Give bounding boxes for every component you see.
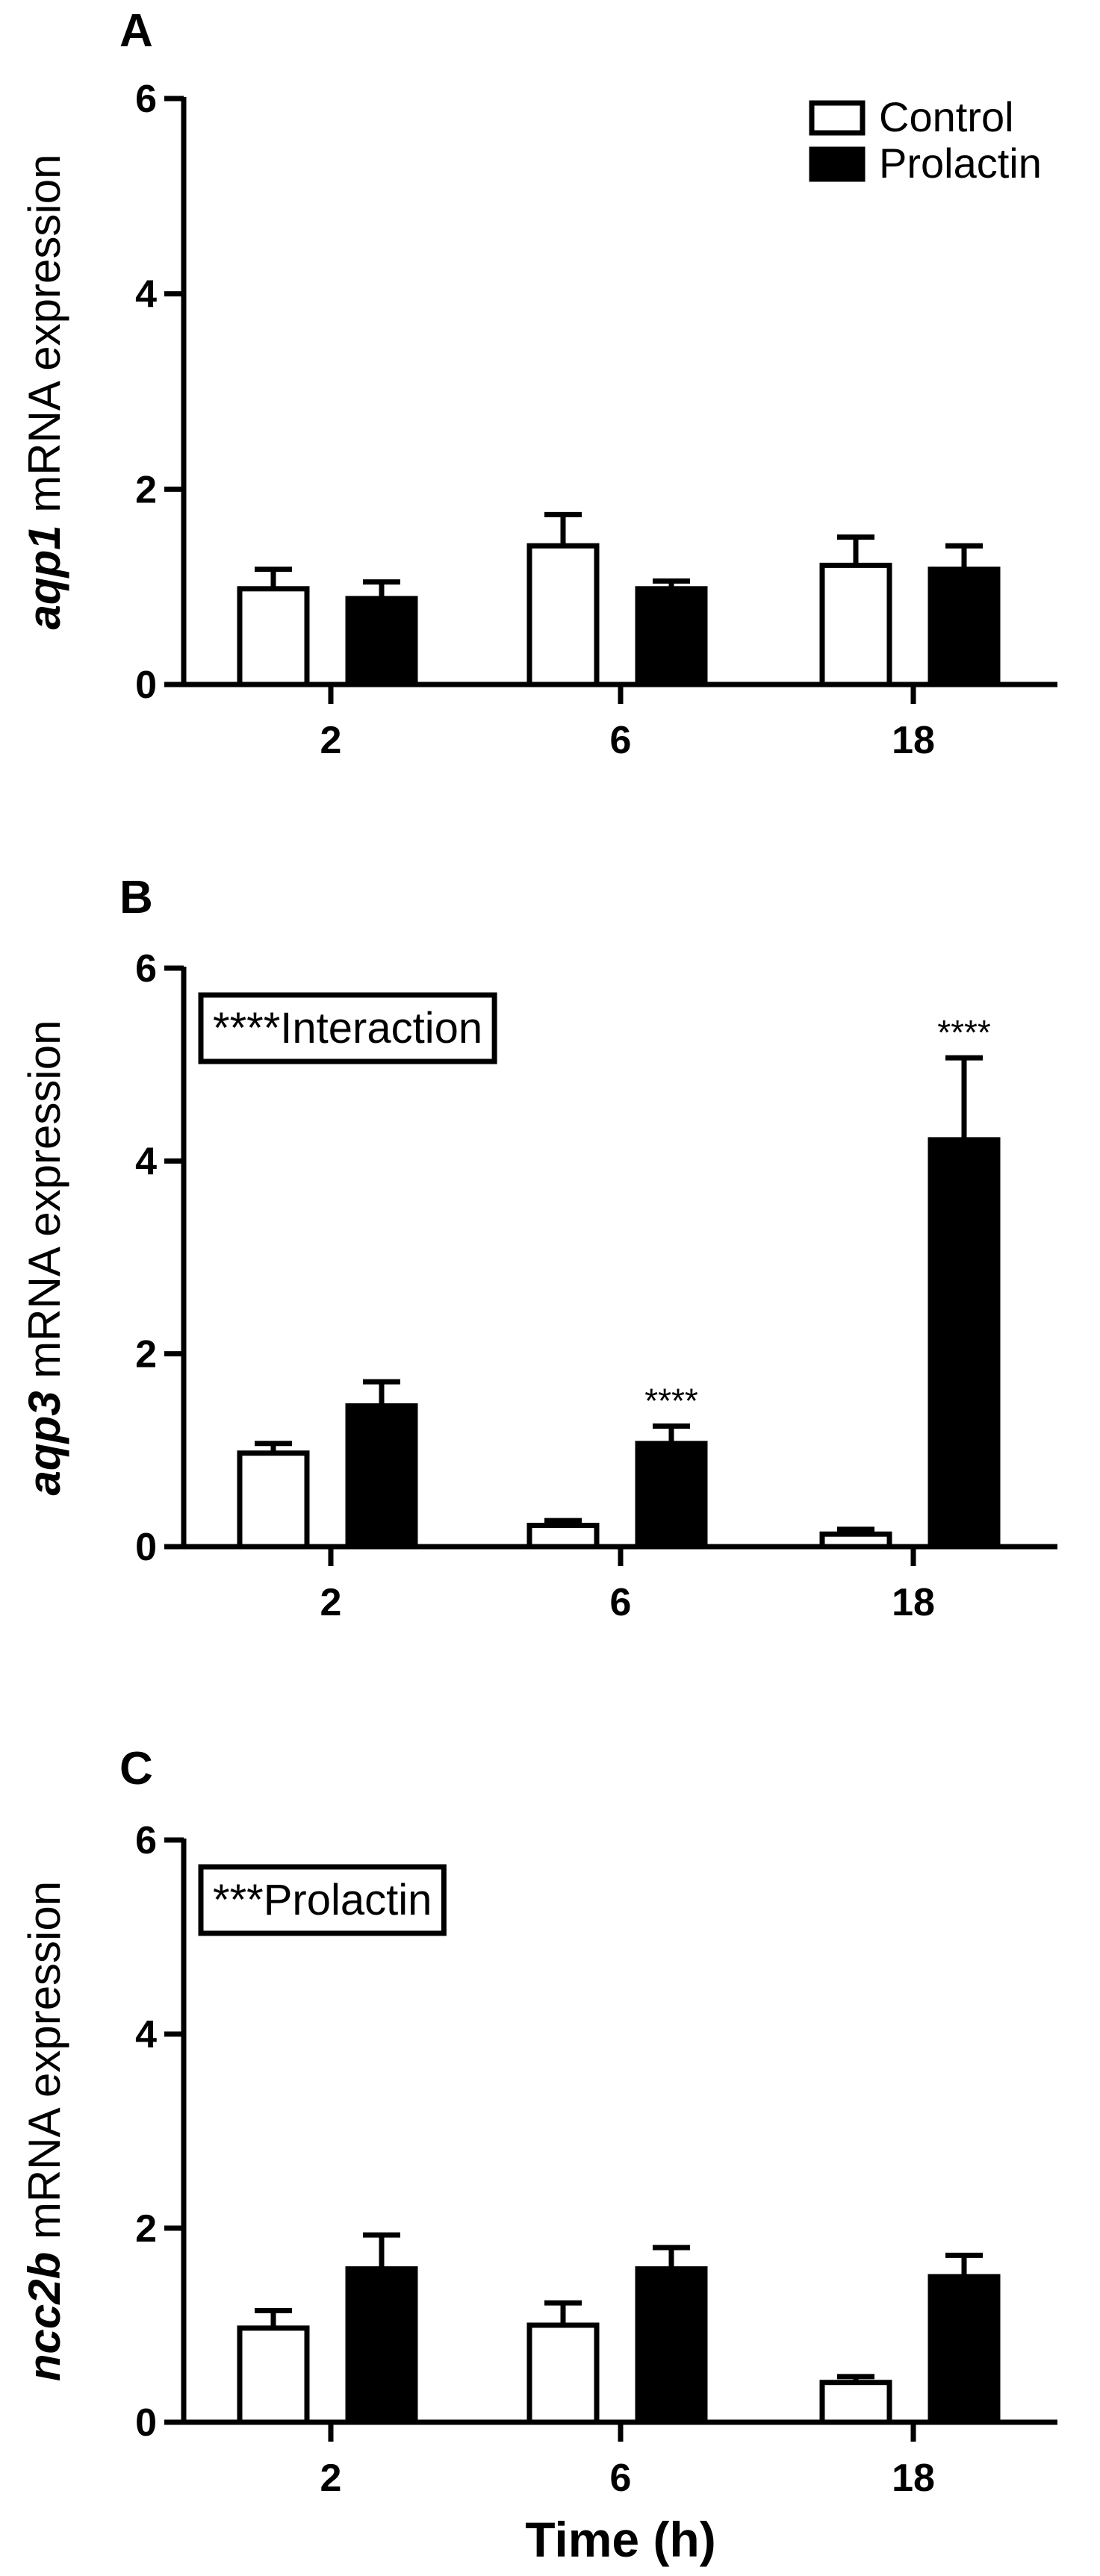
bar-control xyxy=(237,2325,310,2425)
legend-swatch-prolactin xyxy=(809,146,866,182)
y-axis-title-gene: aqp1 xyxy=(19,525,69,629)
annotation-text: ***Prolactin xyxy=(213,1876,432,1924)
y-tick-label: 6 xyxy=(135,1819,157,1862)
annotation-box: ****Interaction xyxy=(198,992,497,1064)
x-tick-label: 18 xyxy=(892,1581,935,1624)
y-tick-label: 6 xyxy=(135,947,157,991)
significance-label: **** xyxy=(644,1382,698,1420)
legend-label: Control xyxy=(879,93,1014,140)
y-axis-title: aqp1 mRNA expression xyxy=(19,155,69,630)
x-tick-label: 6 xyxy=(610,1581,632,1624)
bar-control xyxy=(819,562,892,687)
y-tick-label: 4 xyxy=(135,273,157,316)
y-tick-label: 2 xyxy=(135,468,157,511)
bar-prolactin xyxy=(635,2266,708,2425)
bar-prolactin xyxy=(635,586,708,687)
y-axis-title-rest: mRNA expression xyxy=(19,1881,69,2252)
bar-control xyxy=(526,1523,600,1550)
annotation-frame xyxy=(198,992,497,1064)
bar-control xyxy=(237,586,310,687)
bar-prolactin xyxy=(635,1441,708,1550)
y-tick-label: 0 xyxy=(135,2401,157,2445)
y-axis-title-rest: mRNA expression xyxy=(19,1020,69,1391)
bar-prolactin xyxy=(927,2274,1001,2425)
bar-prolactin xyxy=(345,1403,418,1550)
x-tick-label: 2 xyxy=(320,1581,342,1624)
x-tick-label: 6 xyxy=(610,719,632,762)
bar-prolactin xyxy=(345,2266,418,2425)
y-axis-title-gene: ncc2b xyxy=(19,2252,69,2381)
y-tick-label: 2 xyxy=(135,1333,157,1376)
y-tick-label: 2 xyxy=(135,2207,157,2251)
y-tick-label: 4 xyxy=(135,1140,157,1183)
x-tick-label: 6 xyxy=(610,2457,632,2500)
annotation-text: ****Interaction xyxy=(213,1004,482,1052)
annotation-frame xyxy=(198,1864,447,1936)
bar-control xyxy=(819,2380,892,2425)
bar-prolactin xyxy=(927,567,1001,687)
legend-swatch-control xyxy=(809,100,866,136)
x-tick-label: 2 xyxy=(320,2457,342,2500)
y-tick-label: 6 xyxy=(135,78,157,121)
annotation-box: ***Prolactin xyxy=(198,1864,447,1936)
significance-label: **** xyxy=(937,1013,991,1052)
legend-label: Prolactin xyxy=(879,140,1042,187)
y-axis-title-rest: mRNA expression xyxy=(19,155,69,526)
x-axis-title: Time (h) xyxy=(525,2512,715,2567)
panel-letter: C xyxy=(119,1743,153,1794)
bar-control xyxy=(237,1450,310,1550)
x-tick-label: 18 xyxy=(892,2457,935,2500)
panel-letter: B xyxy=(119,872,153,923)
y-tick-label: 0 xyxy=(135,1526,157,1569)
panel-letter: A xyxy=(119,5,153,57)
bar-control xyxy=(526,2322,600,2425)
y-axis-title-gene: aqp3 xyxy=(19,1391,69,1495)
bar-prolactin xyxy=(345,596,418,687)
x-tick-label: 18 xyxy=(892,719,935,762)
bar-prolactin xyxy=(927,1137,1001,1550)
bar-control xyxy=(526,543,600,687)
y-tick-label: 4 xyxy=(135,2013,157,2056)
y-tick-label: 0 xyxy=(135,664,157,707)
y-axis-title: aqp3 mRNA expression xyxy=(19,1020,69,1496)
x-tick-label: 2 xyxy=(320,719,342,762)
bar-control xyxy=(819,1531,892,1550)
y-axis-title: ncc2b mRNA expression xyxy=(19,1881,69,2381)
